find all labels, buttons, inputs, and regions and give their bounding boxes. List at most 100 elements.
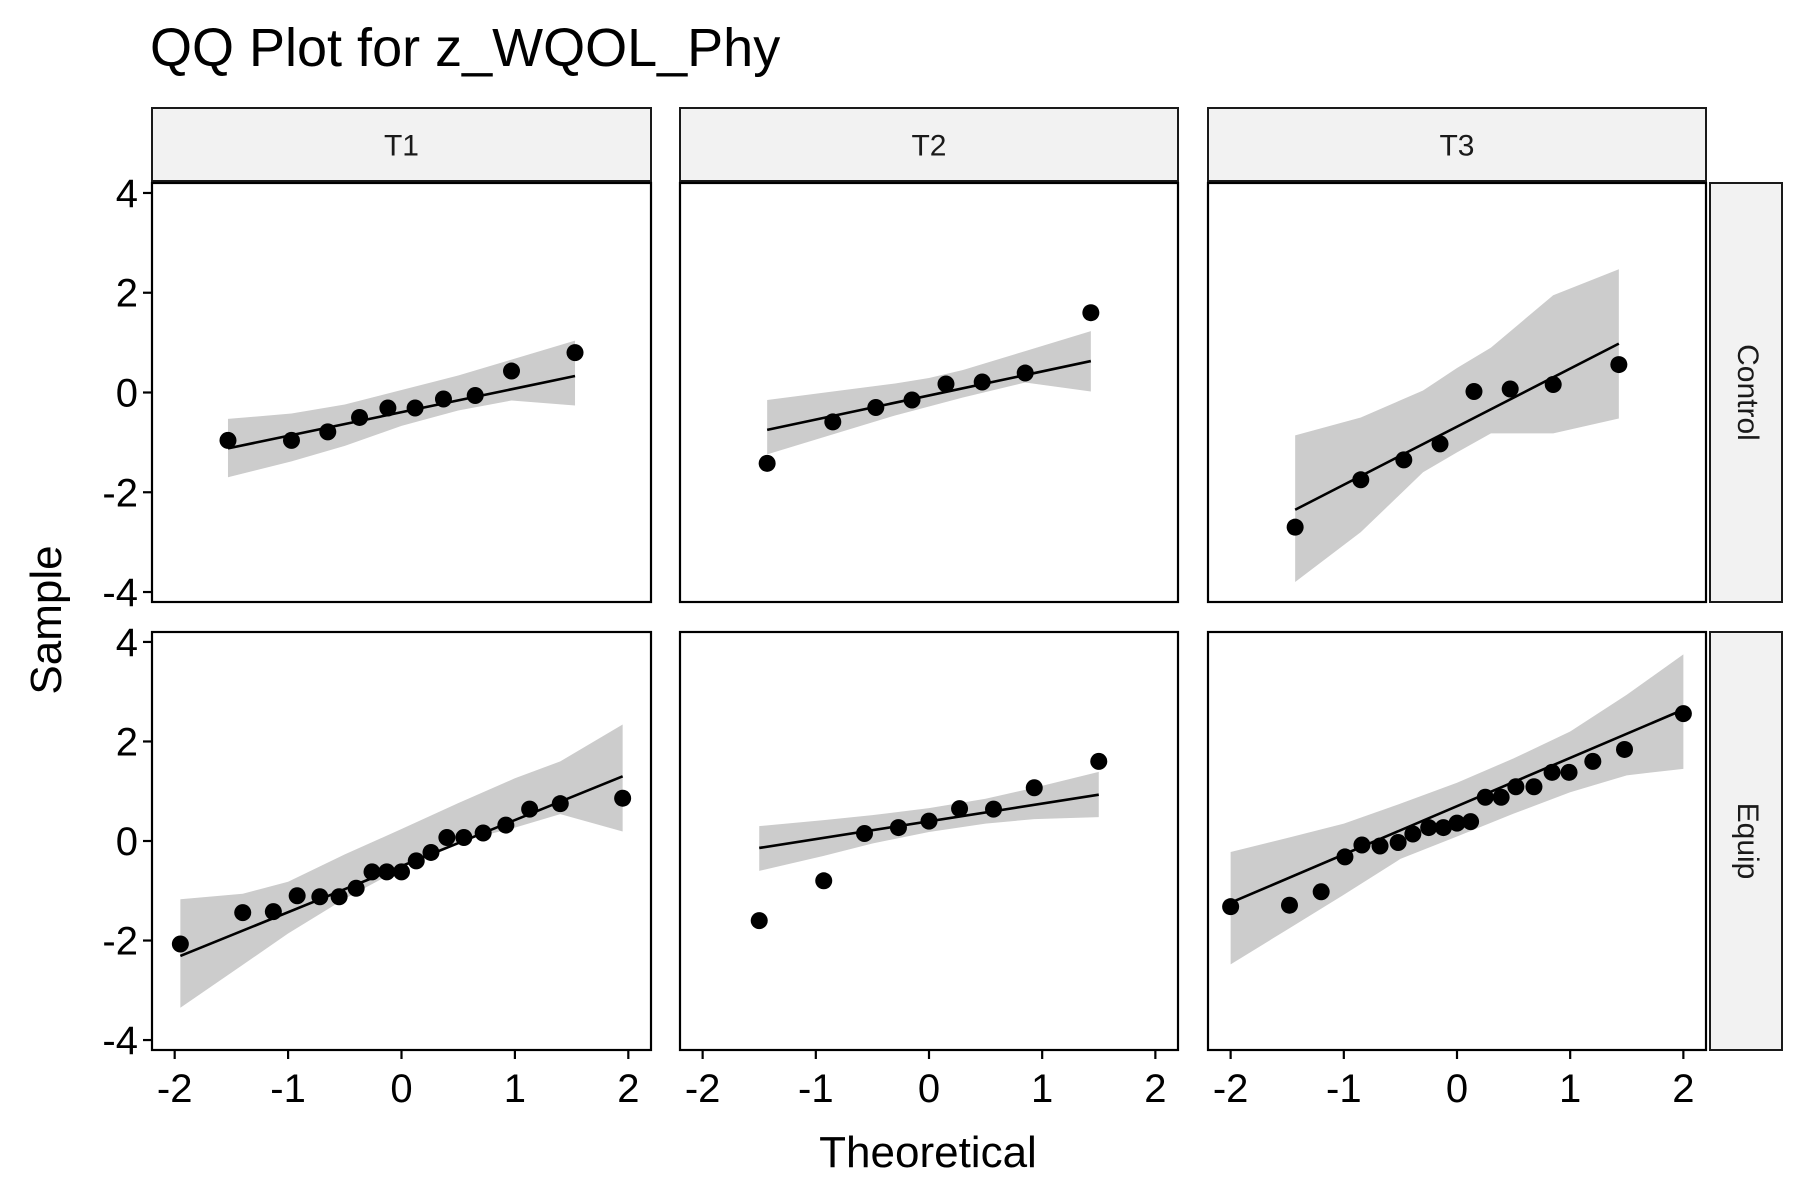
panel-t3-control [1206, 181, 1708, 604]
x-tick-label: 1 [504, 1067, 526, 1111]
facet-strip-label: T3 [1439, 130, 1474, 163]
x-tick-label: 0 [918, 1067, 940, 1111]
data-point [1476, 788, 1494, 806]
data-point [319, 423, 337, 441]
data-point [1353, 836, 1371, 854]
panel-t2-equip: -2 -1 0 1 2 [678, 630, 1180, 1111]
data-point [1584, 752, 1602, 770]
facet-strip-t1 [151, 107, 652, 182]
data-point [903, 391, 921, 409]
facet-strip-t3 [1207, 107, 1707, 182]
qq-reference-line [1230, 708, 1684, 904]
data-point [407, 852, 425, 870]
qq-reference-line [766, 359, 1092, 432]
data-point [1507, 778, 1525, 796]
y-tick-label: 0 [116, 372, 138, 416]
data-point [1371, 837, 1389, 855]
y-tick-label: -2 [102, 920, 138, 964]
data-point [1501, 380, 1519, 398]
x-tick-label: -2 [1213, 1067, 1249, 1111]
data-point [1543, 763, 1561, 781]
data-point [521, 800, 539, 818]
data-point [264, 903, 282, 921]
data-point [1082, 304, 1100, 322]
data-point [282, 431, 300, 449]
panel-t1-control: -4 -2 0 2 4 [102, 172, 653, 615]
data-point [566, 344, 584, 362]
data-point [1674, 705, 1692, 723]
data-point [1312, 883, 1330, 901]
data-point [1462, 813, 1480, 831]
x-tick-label: 1 [1031, 1067, 1053, 1111]
data-point [920, 812, 938, 830]
confidence-band [767, 331, 1091, 455]
data-point [1525, 778, 1543, 796]
data-point [466, 386, 484, 404]
x-tick-label: 2 [617, 1067, 639, 1111]
x-tick-label: 2 [1672, 1067, 1694, 1111]
data-point [1420, 819, 1438, 837]
plot-title: QQ Plot for z_WQOL_Phy [150, 18, 780, 78]
x-tick-label: -2 [685, 1067, 721, 1111]
y-tick-label: -2 [102, 471, 138, 515]
x-tick-label: 0 [1446, 1067, 1468, 1111]
data-point [330, 888, 348, 906]
data-point [503, 362, 521, 380]
y-tick-label: -4 [102, 571, 138, 615]
data-point [234, 904, 252, 922]
x-tick-label: -1 [798, 1067, 834, 1111]
x-tick-label: -1 [1326, 1067, 1362, 1111]
x-tick-label: 1 [1559, 1067, 1581, 1111]
x-tick-label: 0 [390, 1067, 412, 1111]
panel-t2-control [678, 181, 1180, 604]
data-point [889, 819, 907, 837]
data-point [1016, 364, 1034, 382]
data-point [393, 863, 410, 881]
data-point [551, 795, 569, 813]
facet-strip-label: T1 [384, 130, 419, 163]
data-point [614, 789, 632, 807]
data-point [438, 829, 456, 847]
data-point [855, 825, 873, 843]
data-point [1544, 376, 1562, 394]
y-tick-label: 2 [116, 720, 138, 764]
data-point [951, 800, 969, 818]
data-point [406, 399, 424, 417]
facet-strip-label: Equip [1731, 803, 1764, 880]
data-point [815, 872, 833, 890]
data-point [1448, 814, 1466, 832]
data-point [455, 829, 473, 847]
data-point [1560, 763, 1578, 781]
qq-reference-line [1294, 342, 1620, 511]
data-point [973, 373, 991, 391]
facet-strip-equip [1709, 631, 1783, 1051]
panel-t1-equip: -4 -2 0 2 4 -2 -1 0 1 2 [102, 621, 653, 1111]
data-point [937, 375, 955, 393]
data-point [497, 816, 515, 834]
data-point [1025, 779, 1043, 797]
data-point [1610, 356, 1628, 374]
data-point [1616, 740, 1634, 758]
confidence-band [227, 340, 576, 478]
data-point [422, 843, 440, 861]
data-point [474, 824, 492, 842]
data-point [1280, 896, 1298, 914]
confidence-band [1230, 654, 1684, 965]
data-point [1434, 819, 1452, 837]
data-point [434, 390, 452, 408]
data-point [985, 800, 1003, 818]
data-point [758, 454, 776, 472]
x-tick-label: 2 [1144, 1067, 1166, 1111]
x-tick-label: -1 [270, 1067, 306, 1111]
data-point [379, 399, 397, 417]
data-point [1431, 435, 1449, 453]
data-point [1090, 752, 1108, 770]
y-tick-label: 4 [116, 621, 138, 665]
facet-strip-t2 [679, 107, 1179, 182]
data-point [219, 431, 237, 449]
data-point [1352, 471, 1370, 489]
panel-background [680, 632, 1178, 1050]
data-point [347, 879, 365, 897]
data-point [1286, 518, 1304, 536]
